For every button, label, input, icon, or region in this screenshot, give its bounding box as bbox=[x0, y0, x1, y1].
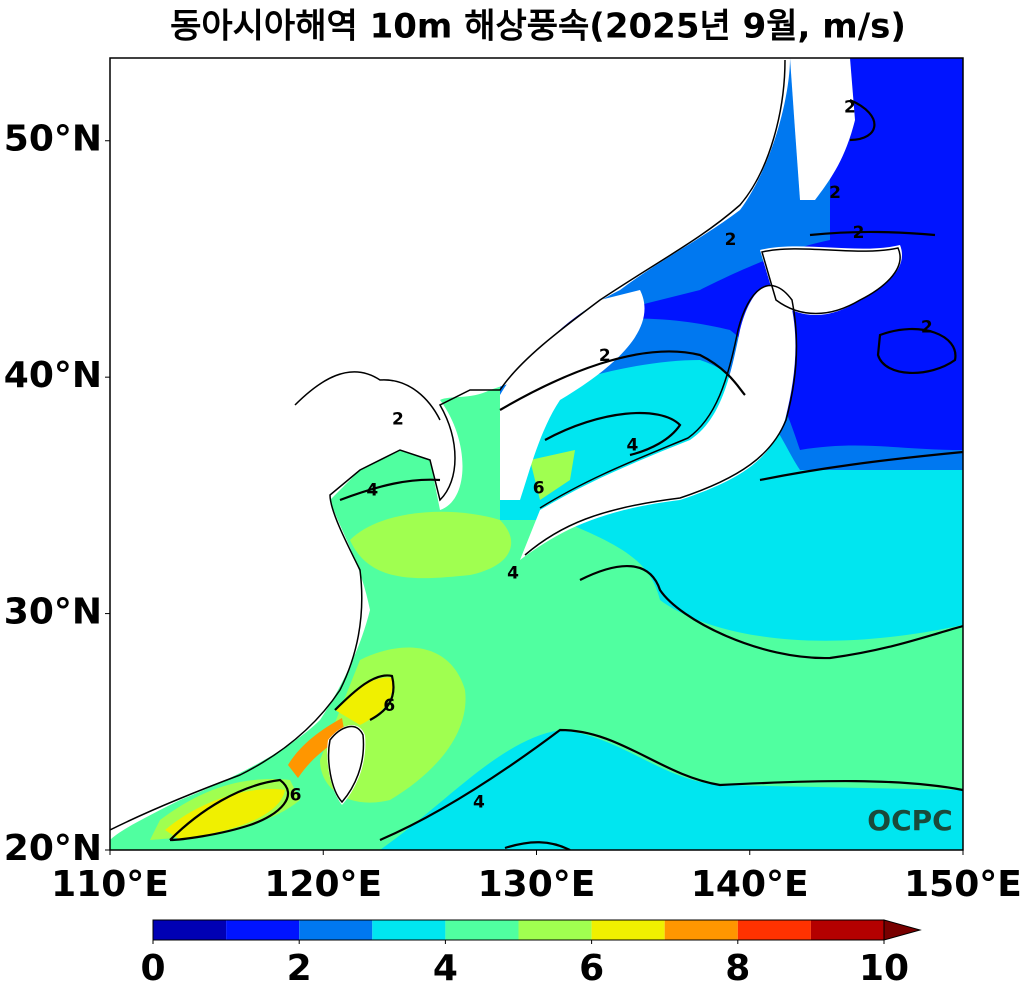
land bbox=[760, 245, 902, 315]
y-tick-label: 40°N bbox=[4, 355, 102, 396]
contour-label: 2 bbox=[844, 98, 856, 118]
contour-label: 4 bbox=[627, 436, 639, 456]
colorbar-tick-label: 2 bbox=[287, 948, 312, 989]
colorbar-tick-label: 10 bbox=[859, 948, 909, 989]
x-tick-label: 110°E bbox=[51, 864, 169, 905]
y-tick-label: 50°N bbox=[4, 119, 102, 160]
contour-line bbox=[334, 674, 395, 721]
contour-label: 2 bbox=[853, 223, 865, 243]
colorbar-segment bbox=[153, 920, 227, 940]
contour-line bbox=[759, 450, 963, 482]
coastline bbox=[110, 59, 786, 831]
colorbar-segment bbox=[810, 920, 884, 940]
colorbar-tick-label: 8 bbox=[725, 948, 750, 989]
contour-label: 6 bbox=[290, 786, 302, 806]
wind-fill bbox=[335, 677, 393, 725]
contour-line bbox=[544, 411, 682, 457]
colorbar-tick-label: 0 bbox=[140, 948, 165, 989]
colorbar-segment bbox=[518, 920, 592, 940]
colorbar-frame bbox=[152, 919, 885, 941]
contour-label: 6 bbox=[383, 696, 395, 716]
x-tick-label: 130°E bbox=[478, 864, 596, 905]
contour-label: 4 bbox=[366, 481, 378, 501]
contour-line bbox=[504, 841, 571, 850]
wind-fill bbox=[288, 718, 345, 778]
contour-line bbox=[169, 778, 290, 842]
coastline bbox=[327, 725, 365, 804]
wind-fill bbox=[540, 58, 963, 450]
contour-label: 4 bbox=[507, 563, 519, 583]
contour-label: 2 bbox=[829, 183, 841, 203]
colorbar-segment bbox=[591, 920, 665, 940]
contour-label: 4 bbox=[473, 793, 485, 813]
coastline bbox=[524, 284, 798, 556]
land bbox=[520, 285, 796, 560]
coastline bbox=[761, 247, 901, 315]
land bbox=[110, 58, 790, 840]
y-tick-label: 30°N bbox=[4, 592, 102, 633]
contour-line bbox=[849, 98, 876, 142]
contour-label: 2 bbox=[599, 346, 611, 366]
land bbox=[327, 725, 366, 805]
coastline bbox=[294, 371, 441, 421]
x-tick-label: 120°E bbox=[264, 864, 382, 905]
colorbar-tick-label: 6 bbox=[579, 948, 604, 989]
wind-fill bbox=[530, 450, 575, 500]
contour-line bbox=[809, 230, 936, 237]
colorbar-extend bbox=[883, 919, 922, 941]
contour-label: 2 bbox=[725, 230, 737, 250]
land bbox=[500, 290, 645, 500]
contour-line bbox=[499, 350, 746, 411]
colorbar-tick-label: 4 bbox=[433, 948, 458, 989]
contour-line bbox=[379, 728, 963, 842]
x-tick-label: 140°E bbox=[691, 864, 809, 905]
wind-fill bbox=[380, 730, 963, 850]
land bbox=[790, 58, 855, 200]
colorbar-segment bbox=[737, 920, 811, 940]
contour-label: 6 bbox=[533, 478, 545, 498]
x-tick-label: 150°E bbox=[904, 864, 1022, 905]
colorbar-segment bbox=[445, 920, 519, 940]
chart-title: 동아시아해역 10m 해상풍속(2025년 9월, m/s) bbox=[170, 7, 906, 47]
logo: OCPC bbox=[867, 804, 952, 837]
colorbar-segment bbox=[299, 920, 373, 940]
colorbar-segment bbox=[664, 920, 738, 940]
map bbox=[110, 58, 963, 850]
colorbar-segment bbox=[372, 920, 446, 940]
wind-fill bbox=[350, 511, 512, 579]
contour-label: 2 bbox=[921, 318, 933, 338]
contour-line bbox=[339, 478, 441, 502]
colorbar-segment bbox=[226, 920, 300, 940]
wind-fill bbox=[165, 789, 285, 840]
contour-line bbox=[876, 327, 957, 374]
contour-line bbox=[579, 564, 963, 660]
y-tick-label: 20°N bbox=[4, 828, 102, 869]
contour-label: 2 bbox=[392, 410, 404, 430]
